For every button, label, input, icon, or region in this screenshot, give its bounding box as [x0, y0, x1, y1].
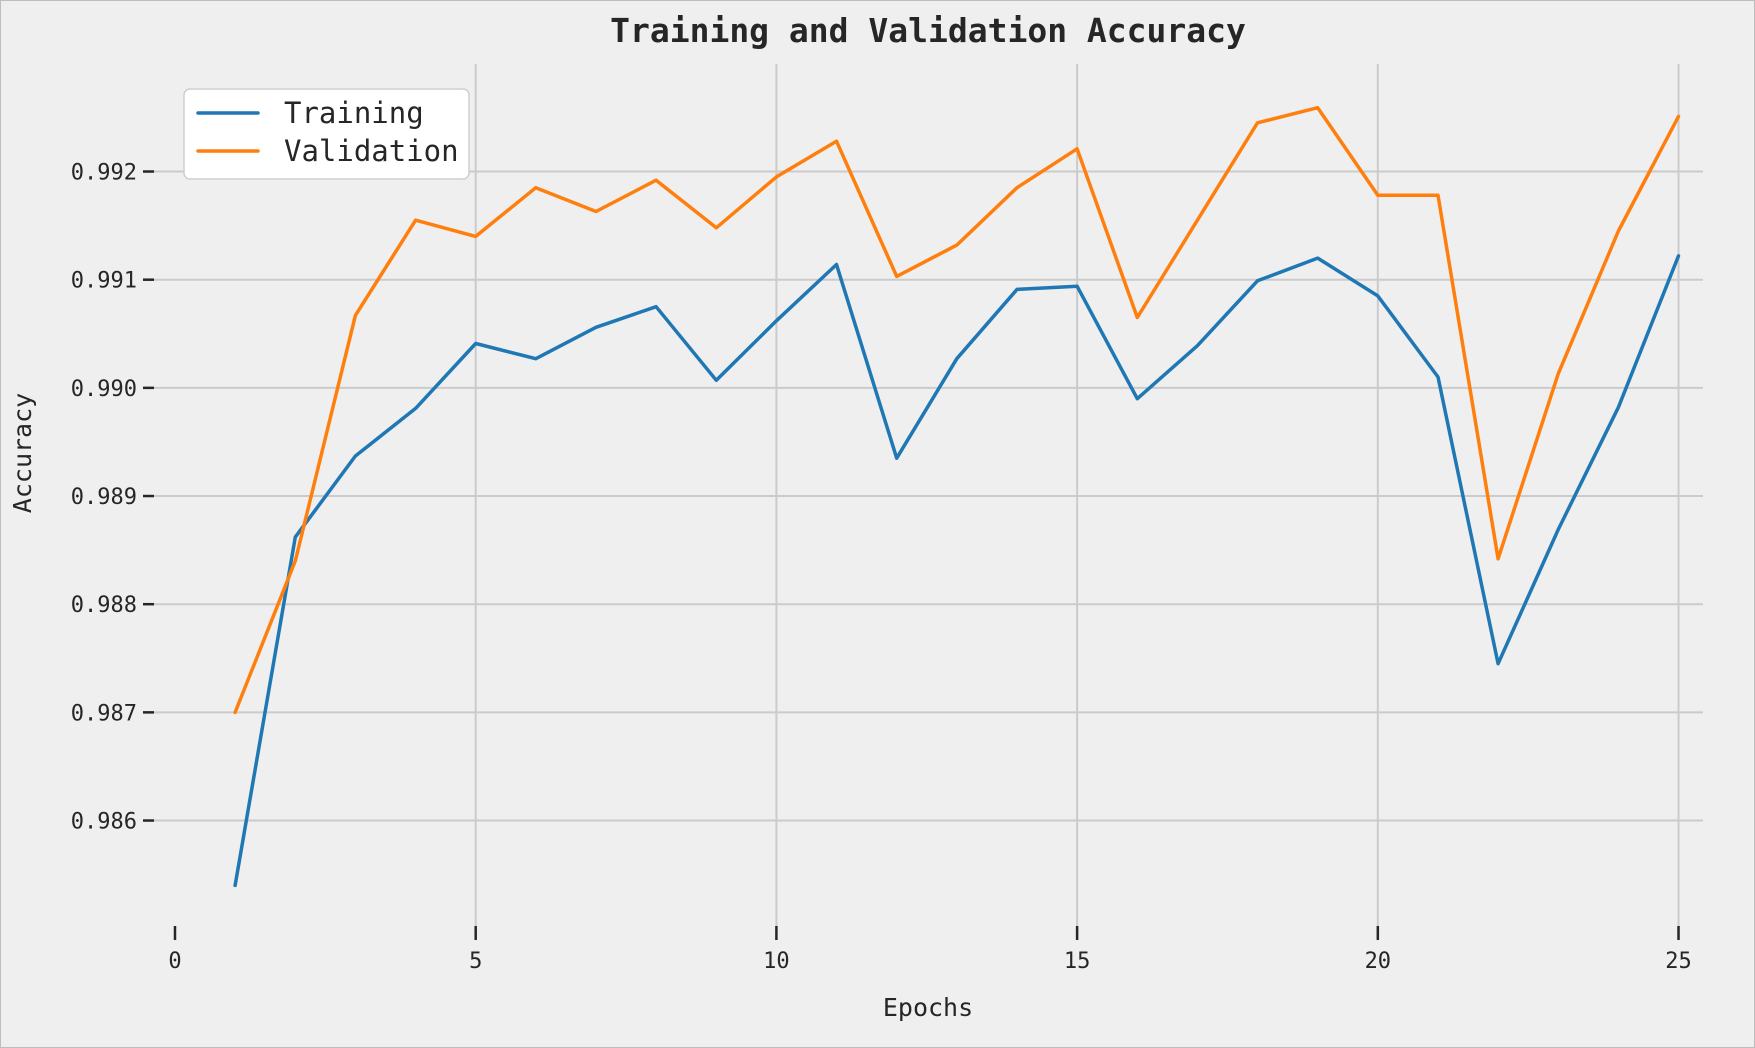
y-tick-label: 0.987 [71, 701, 137, 726]
y-tick-label: 0.989 [71, 485, 137, 510]
x-tick-label: 25 [1665, 949, 1692, 974]
y-tick-label: 0.990 [71, 377, 137, 402]
series-lines [233, 105, 1681, 888]
y-tick-label: 0.986 [71, 810, 137, 835]
y-tick-label: 0.991 [71, 269, 137, 294]
x-tick-label: 5 [469, 949, 482, 974]
legend-box: Training Validation [183, 88, 470, 180]
x-tick-label: 15 [1064, 949, 1091, 974]
axis-ticks [143, 170, 1680, 940]
x-tick-label: 20 [1365, 949, 1392, 974]
y-axis-label: Accuracy [8, 393, 37, 513]
gridlines [154, 64, 1703, 926]
tick-labels: 0.986 0.987 0.988 0.989 0.990 0.991 0.992 0 5 10 1… [71, 161, 1692, 974]
chart-title: Training and Validation Accuracy [610, 11, 1246, 50]
x-tick-label: 10 [763, 949, 790, 974]
legend-label-training: Training [284, 96, 424, 130]
x-tick-label: 0 [168, 949, 181, 974]
validation-line [233, 105, 1681, 715]
y-tick-label: 0.992 [71, 161, 137, 186]
y-tick-label: 0.988 [71, 593, 137, 618]
x-axis-label: Epochs [883, 993, 973, 1022]
training-line [233, 254, 1681, 888]
legend-label-validation: Validation [284, 134, 459, 168]
